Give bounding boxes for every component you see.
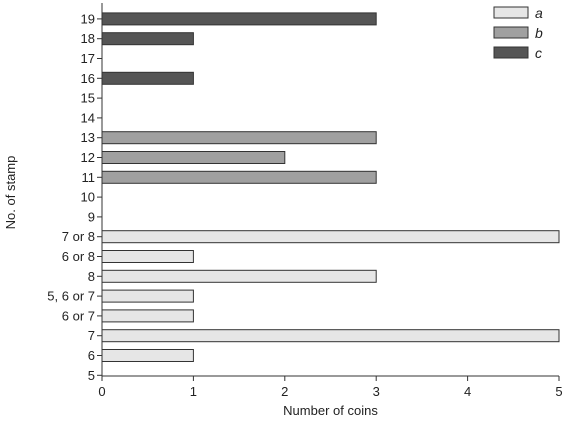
bar-a-7-or-8 (101, 230, 560, 244)
y-tick-label: 13 (81, 130, 95, 145)
bar-a-6-or-7 (101, 309, 194, 323)
y-tick-label: 6 or 8 (62, 249, 95, 264)
bar-b-12 (101, 151, 286, 164)
legend-swatch-c (493, 46, 529, 59)
y-tick-label: 19 (81, 11, 95, 26)
bar-c-16 (101, 71, 194, 85)
legend-swatch-b (493, 26, 529, 39)
x-tick-label: 3 (373, 384, 380, 399)
legend: abc (493, 5, 543, 61)
x-tick-label: 4 (464, 384, 471, 399)
y-axis-ticks: 5 6 7 6 or 7 5, 6 or 7 8 6 or 8 7 or 8 9 10 11 12 13… (47, 11, 102, 383)
y-tick-label: 18 (81, 31, 95, 46)
y-tick-label: 15 (81, 91, 95, 106)
bar-c-18 (101, 32, 194, 46)
y-tick-label: 14 (81, 110, 95, 125)
y-axis-title: No. of stamp (3, 156, 18, 230)
bar-a-6 (101, 349, 194, 362)
y-tick-label: 10 (81, 190, 95, 205)
y-tick-label: 12 (81, 150, 95, 165)
y-tick-label: 7 or 8 (62, 229, 95, 244)
bar-c-19 (101, 12, 377, 26)
x-axis-ticks: 0 1 2 3 4 5 (98, 376, 563, 399)
y-tick-label: 9 (88, 209, 95, 224)
x-tick-label: 1 (190, 384, 197, 399)
y-tick-label: 16 (81, 71, 95, 86)
bars-group (101, 12, 560, 362)
x-axis-title: Number of coins (283, 403, 378, 418)
y-tick-label: 8 (88, 269, 95, 284)
bar-a-5-6-or-7 (101, 289, 194, 303)
bar-a-7 (101, 329, 560, 343)
bar-b-13 (101, 131, 377, 145)
legend-label-b: b (535, 25, 543, 41)
y-tick-label: 11 (82, 170, 96, 185)
legend-label-a: a (535, 5, 543, 21)
x-tick-label: 5 (555, 384, 562, 399)
legend-swatch-a (493, 6, 529, 19)
x-tick-label: 0 (98, 384, 105, 399)
bar-b-11 (101, 170, 377, 184)
legend-label-c: c (535, 45, 542, 61)
y-tick-label: 6 (88, 348, 95, 363)
y-tick-label: 7 (88, 328, 95, 343)
y-tick-label: 5 (88, 368, 95, 383)
bar-a-6-or-8 (101, 250, 194, 263)
bar-a-8 (101, 269, 377, 283)
x-tick-label: 2 (281, 384, 288, 399)
y-tick-label: 6 or 7 (62, 308, 95, 323)
y-tick-label: 5, 6 or 7 (47, 289, 95, 304)
y-tick-label: 17 (81, 51, 95, 66)
